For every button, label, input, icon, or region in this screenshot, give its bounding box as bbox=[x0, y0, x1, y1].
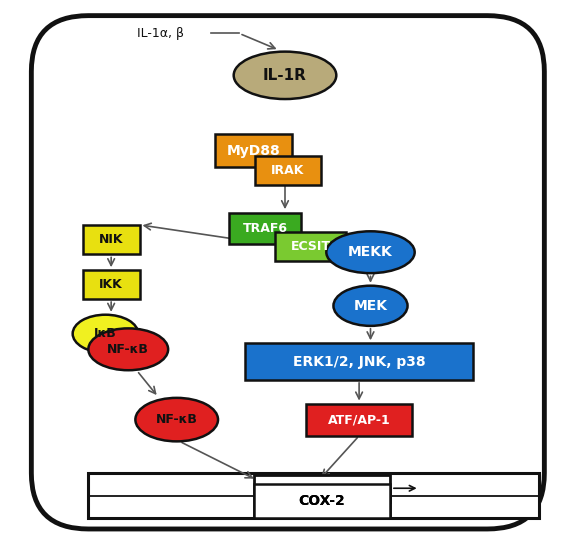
Ellipse shape bbox=[136, 398, 218, 441]
Text: MEKK: MEKK bbox=[348, 245, 393, 259]
FancyBboxPatch shape bbox=[31, 16, 544, 529]
Text: MEK: MEK bbox=[353, 299, 388, 313]
Text: ERK1/2, JNK, p38: ERK1/2, JNK, p38 bbox=[293, 354, 425, 369]
Ellipse shape bbox=[326, 231, 415, 273]
Text: IRAK: IRAK bbox=[271, 163, 304, 177]
FancyBboxPatch shape bbox=[83, 225, 140, 254]
FancyBboxPatch shape bbox=[307, 404, 412, 435]
Ellipse shape bbox=[73, 315, 139, 353]
FancyBboxPatch shape bbox=[245, 343, 473, 379]
FancyBboxPatch shape bbox=[275, 232, 347, 261]
Text: IKK: IKK bbox=[99, 278, 123, 291]
Text: IκB: IκB bbox=[94, 327, 117, 340]
FancyBboxPatch shape bbox=[254, 475, 390, 516]
Ellipse shape bbox=[88, 328, 168, 371]
FancyBboxPatch shape bbox=[229, 213, 301, 244]
Text: COX-2: COX-2 bbox=[299, 494, 345, 508]
Text: NIK: NIK bbox=[99, 233, 123, 247]
Ellipse shape bbox=[333, 286, 408, 326]
Text: NF-κB: NF-κB bbox=[156, 413, 198, 426]
FancyBboxPatch shape bbox=[88, 473, 539, 518]
Text: ECSIT: ECSIT bbox=[291, 240, 331, 253]
Text: IL-1α, β: IL-1α, β bbox=[137, 27, 184, 40]
Ellipse shape bbox=[234, 52, 336, 99]
Text: MyD88: MyD88 bbox=[227, 143, 280, 158]
Text: COX-2: COX-2 bbox=[299, 494, 345, 508]
Text: NF-κB: NF-κB bbox=[107, 343, 149, 356]
Text: IL-1R: IL-1R bbox=[263, 68, 307, 83]
FancyBboxPatch shape bbox=[254, 484, 390, 518]
FancyBboxPatch shape bbox=[83, 270, 140, 299]
Text: TRAF6: TRAF6 bbox=[243, 222, 287, 235]
FancyBboxPatch shape bbox=[215, 134, 292, 167]
Text: ATF/AP-1: ATF/AP-1 bbox=[328, 413, 390, 426]
FancyBboxPatch shape bbox=[255, 156, 320, 185]
